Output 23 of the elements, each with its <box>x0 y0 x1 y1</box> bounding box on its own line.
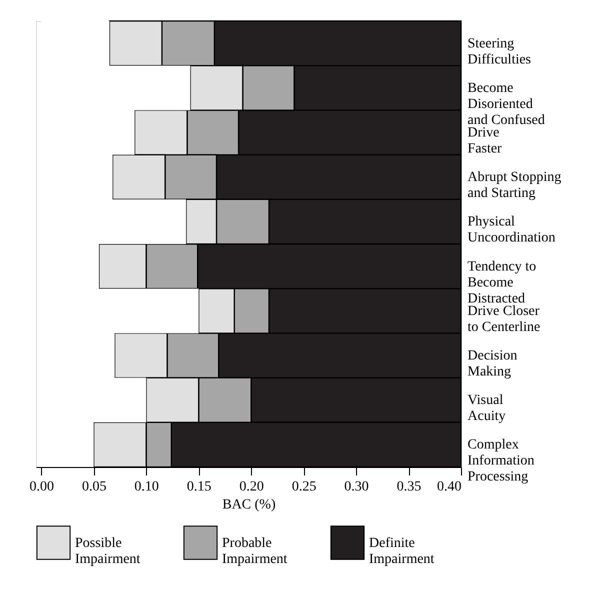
legend-label: Probable Impairment <box>222 536 288 567</box>
y-tick-label: Drive Closer to Centerline <box>468 304 540 335</box>
y-tick-label: Abrupt Stopping and Starting <box>468 170 562 202</box>
x-tick-label: 0.30 <box>344 480 369 494</box>
x-tick-label: 0.10 <box>134 480 159 494</box>
x-tick-label: 0.05 <box>82 480 106 494</box>
y-tick-label: Become Disoriented and Confused <box>468 80 545 128</box>
y-tick-label: Drive Faster <box>468 126 502 156</box>
x-tick-label: 0.20 <box>239 480 264 494</box>
legend-label: Definite Impairment <box>369 536 434 567</box>
x-axis-title: BAC (%) <box>222 498 276 512</box>
y-tick-label: Decision Making <box>468 348 518 380</box>
x-tick-label: 0.00 <box>29 480 54 494</box>
legend-label: Possible Impairment <box>75 536 140 567</box>
x-tick-label: 0.35 <box>396 480 422 494</box>
x-tick-label: 0.25 <box>292 480 316 494</box>
y-tick-label: Steering Difficulties <box>468 36 532 68</box>
y-tick-label: Complex Information Processing <box>468 438 534 485</box>
y-tick-label: Visual Acuity <box>468 393 506 424</box>
x-tick-label: 0.15 <box>186 480 212 494</box>
y-tick-label: Tendency to Become Distracted <box>468 259 536 306</box>
x-tick-label: 0.40 <box>437 480 462 494</box>
y-tick-label: Physical Uncoordination <box>468 214 556 246</box>
